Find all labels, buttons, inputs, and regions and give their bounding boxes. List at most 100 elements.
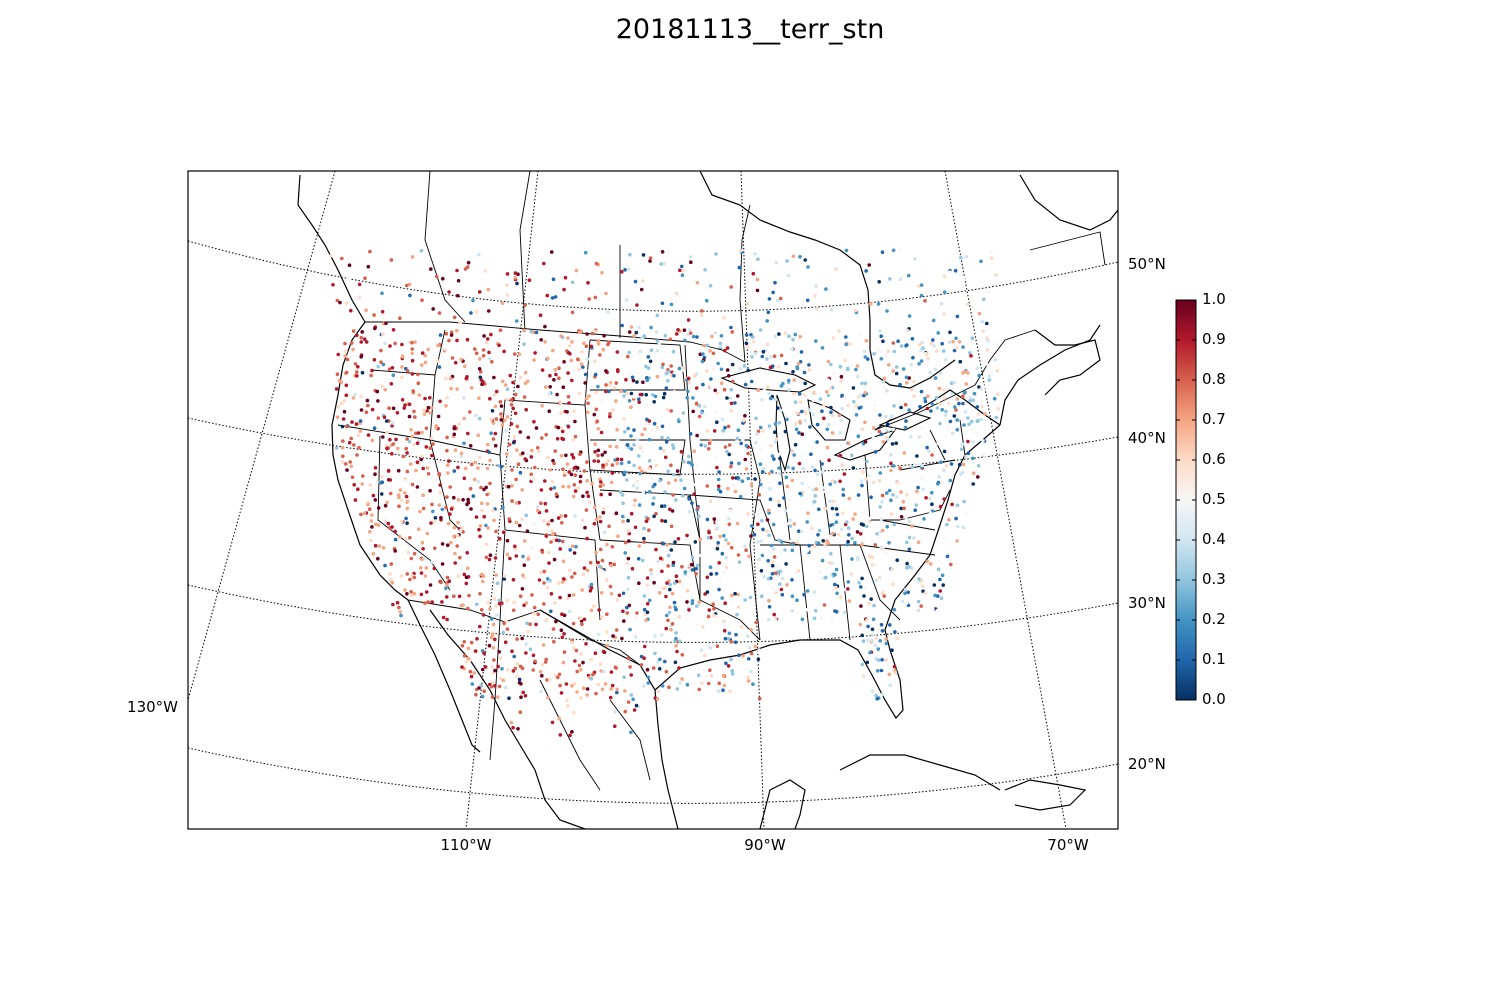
station-point — [515, 448, 519, 452]
station-point — [375, 480, 379, 484]
station-point — [515, 662, 520, 666]
colorbar-label: 0.8 — [1202, 370, 1226, 388]
station-point — [692, 373, 697, 378]
station-point — [809, 452, 813, 457]
station-point — [586, 281, 590, 285]
station-point — [472, 477, 477, 482]
station-point — [487, 450, 491, 455]
station-point — [773, 397, 778, 402]
station-point — [532, 605, 537, 610]
station-point — [846, 526, 851, 530]
station-point — [767, 599, 771, 603]
station-point — [405, 451, 409, 455]
station-point — [760, 398, 764, 402]
station-point — [666, 379, 670, 383]
station-point — [758, 507, 763, 512]
station-point — [423, 601, 427, 605]
station-point — [608, 412, 612, 416]
station-point — [514, 477, 518, 482]
station-point — [607, 524, 611, 529]
station-point — [706, 535, 711, 540]
station-point — [570, 730, 574, 734]
station-point — [557, 581, 561, 585]
station-point — [466, 500, 471, 505]
station-point — [655, 313, 660, 318]
station-point — [379, 360, 383, 365]
station-point — [634, 338, 638, 343]
station-point — [645, 378, 649, 383]
station-point — [956, 524, 960, 529]
station-point — [589, 608, 594, 613]
station-point — [661, 448, 666, 453]
station-point — [721, 429, 725, 433]
station-point — [718, 345, 723, 349]
station-point — [703, 404, 707, 409]
station-point — [430, 502, 434, 507]
station-point — [638, 445, 643, 450]
station-point — [623, 709, 627, 714]
station-point — [705, 343, 710, 348]
station-point — [664, 669, 669, 674]
station-point — [891, 427, 895, 432]
station-point — [498, 328, 503, 333]
station-point — [980, 319, 985, 324]
station-point — [876, 302, 881, 306]
station-point — [658, 446, 663, 451]
station-point — [949, 381, 954, 386]
station-point — [929, 409, 933, 413]
station-point — [894, 441, 898, 446]
station-point — [419, 248, 424, 253]
station-point — [534, 426, 539, 430]
station-point — [880, 250, 885, 254]
station-point — [714, 409, 718, 413]
station-point — [685, 533, 689, 538]
station-point — [760, 354, 765, 359]
station-point — [856, 493, 861, 497]
station-point — [503, 685, 508, 690]
station-point — [602, 333, 606, 338]
station-point — [620, 270, 624, 274]
station-point — [482, 514, 487, 519]
station-point — [481, 348, 486, 352]
station-point — [356, 365, 360, 369]
station-point — [431, 307, 436, 311]
station-point — [562, 360, 566, 364]
station-point — [558, 595, 562, 600]
station-point — [641, 279, 645, 283]
station-point — [798, 419, 802, 424]
station-point — [366, 433, 371, 437]
station-point — [604, 462, 609, 467]
station-point — [948, 330, 952, 335]
station-point — [469, 386, 474, 390]
station-point — [904, 419, 908, 423]
station-point — [583, 525, 587, 530]
station-point — [413, 340, 417, 344]
station-point — [891, 535, 896, 539]
station-point — [359, 335, 364, 340]
station-point — [544, 617, 549, 622]
station-point — [610, 545, 615, 549]
station-point — [605, 578, 609, 582]
station-point — [369, 373, 373, 378]
station-point — [565, 410, 569, 414]
station-point — [933, 367, 938, 372]
station-point — [540, 662, 545, 667]
station-point — [787, 387, 791, 392]
station-point — [382, 415, 387, 420]
station-point — [359, 340, 364, 344]
station-point — [383, 563, 387, 568]
station-point — [505, 552, 510, 557]
station-point — [823, 489, 828, 494]
station-point — [509, 720, 514, 725]
station-point — [844, 335, 848, 339]
station-point — [462, 416, 467, 421]
station-point — [846, 580, 851, 584]
station-point — [520, 587, 525, 591]
station-point — [452, 594, 456, 598]
station-point — [425, 412, 430, 417]
station-point — [422, 408, 426, 412]
station-point — [600, 399, 604, 403]
station-point — [680, 677, 684, 681]
station-point — [340, 460, 345, 464]
station-point — [507, 517, 512, 521]
